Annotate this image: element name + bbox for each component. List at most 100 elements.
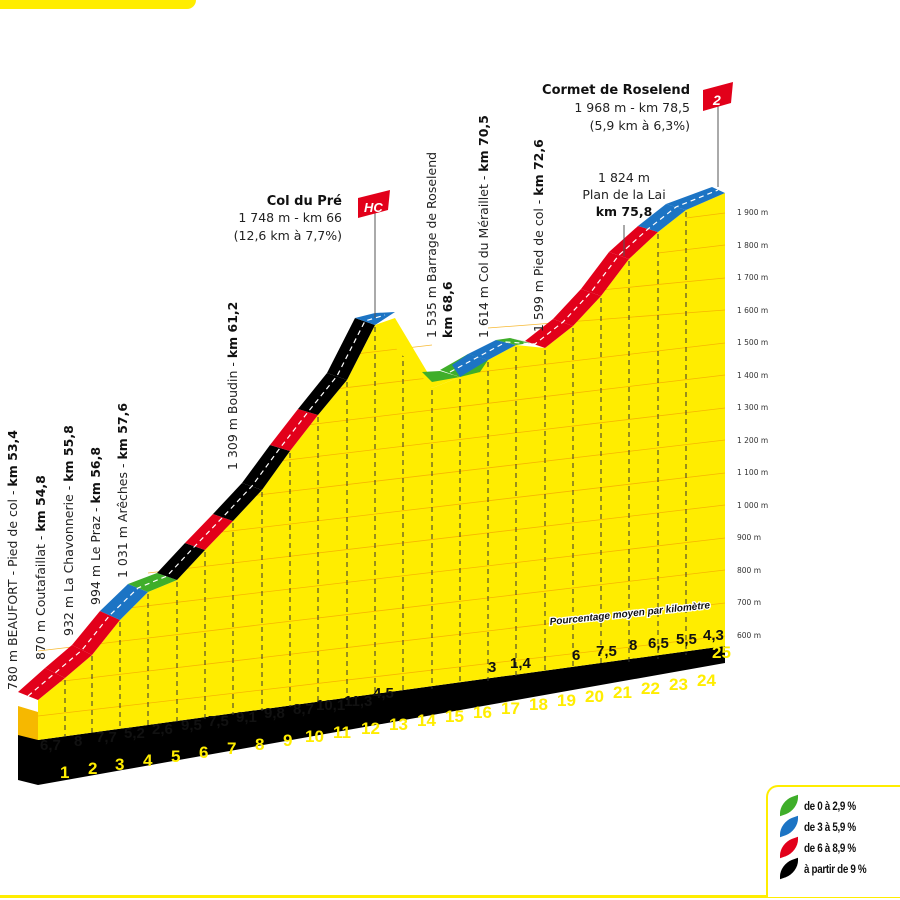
- km-marker: 1: [60, 763, 69, 782]
- legend-label: de 0 à 2,9 %: [804, 798, 856, 813]
- plan-de-la-lai-alt: 1 824 m: [598, 170, 650, 185]
- pct-value: 6: [572, 647, 580, 664]
- axis-label: 1 700 m: [737, 273, 768, 282]
- pct-value: 7,7: [96, 729, 117, 746]
- flag-hc-label: HC: [364, 200, 383, 215]
- pct-value: 11,3: [344, 693, 372, 710]
- km-marker: 7: [227, 739, 236, 758]
- pct-value: 3: [488, 659, 496, 676]
- pct-value: 8: [74, 733, 82, 750]
- pct-value: 5,2: [124, 725, 145, 742]
- axis-label: 1 600 m: [737, 306, 768, 315]
- summit-info-cormet: 1 968 m - km 78,5: [574, 100, 690, 115]
- legend-item: de 0 à 2,9 %: [780, 794, 900, 817]
- pct-value: 2,6: [152, 721, 173, 738]
- pct-value: 4,3: [703, 627, 724, 644]
- descent-gap: [375, 318, 460, 388]
- km-marker: 17: [501, 699, 520, 718]
- plan-de-la-lai-name: Plan de la Lai: [582, 187, 665, 202]
- legend-item: de 6 à 8,9 %: [780, 836, 900, 859]
- axis-label: 1 500 m: [737, 338, 768, 347]
- elevation-gridlines: [37, 212, 726, 717]
- flag-cat2-icon: [703, 82, 733, 111]
- axis-label: 1 200 m: [737, 436, 768, 445]
- pct-value: 8,7: [293, 701, 314, 718]
- axis-label: 1 800 m: [737, 241, 768, 250]
- pct-value: 9,1: [236, 709, 257, 726]
- axis-label: 800 m: [737, 566, 761, 575]
- pct-values: 6,7 8 7,7 5,2 2,6 9,5 7,5 9,1 9,8 8,7 10…: [40, 627, 724, 754]
- waypoint-pied-de-col-2: 1 599 m Pied de col - km 72,6: [531, 139, 546, 332]
- pct-value: 5,5: [676, 631, 697, 648]
- pct-value: 9,5: [181, 717, 202, 734]
- waypoint-barrage-roselend-km: km 68,6: [440, 281, 455, 338]
- axis-label: 700 m: [737, 598, 761, 607]
- waypoint-areches: 1 031 m Arêches - km 57,6: [115, 403, 130, 578]
- plan-de-la-lai-km: km 75,8: [596, 204, 653, 219]
- profile-base-black: [18, 646, 725, 785]
- axis-label: 1 000 m: [737, 501, 768, 510]
- summit-name-col-du-pre: Col du Pré: [267, 194, 342, 209]
- waypoint-le-praz: 994 m Le Praz - km 56,8: [88, 447, 103, 605]
- axis-label: 1 400 m: [737, 371, 768, 380]
- km-marker: 5: [171, 747, 180, 766]
- axis-label: 1 100 m: [737, 468, 768, 477]
- profile-fill: [38, 193, 725, 740]
- waypoint-chavonnerie: 932 m La Chavonnerie - km 55,8: [61, 425, 76, 636]
- km-marker: 12: [361, 719, 380, 738]
- pct-value: 7,5: [596, 643, 617, 660]
- waypoint-coutafaillat: 870 m Coutafaillat - km 54,8: [33, 475, 48, 660]
- flag-hc-icon: [358, 190, 390, 218]
- axis-label: 1 900 m: [737, 208, 768, 217]
- legend-item: de 3 à 5,9 %: [780, 815, 900, 838]
- waypoint-barrage-roselend: 1 535 m Barrage de Roselend: [424, 152, 439, 338]
- gradient-legend: de 0 à 2,9 % de 3 à 5,9 % de 6 à 8,9 % à…: [766, 785, 900, 897]
- km-marker: 19: [557, 691, 576, 710]
- km-marker: 16: [473, 703, 492, 722]
- km-marker: 15: [445, 707, 464, 726]
- km-marker: 9: [283, 731, 292, 750]
- km-marker: 8: [255, 735, 264, 754]
- waypoint-boudin: 1 309 m Boudin - km 61,2: [225, 302, 240, 470]
- descent-green-cap: [422, 371, 460, 382]
- axis-label: 1 300 m: [737, 403, 768, 412]
- summit-name-cormet: Cormet de Roselend: [542, 83, 690, 98]
- pct-value: 7,5: [208, 713, 229, 730]
- red-swatch-icon: [780, 836, 798, 859]
- km-dashed-lines: [64, 212, 687, 737]
- km-marker: 3: [115, 755, 124, 774]
- altitude-axis: 1 900 m 1 800 m 1 700 m 1 600 m 1 500 m …: [737, 208, 768, 640]
- blue-swatch-icon: [780, 815, 798, 838]
- km-marker: 2: [88, 759, 97, 778]
- summit-info-col-du-pre: 1 748 m - km 66: [238, 210, 342, 225]
- km-marker: 22: [641, 679, 660, 698]
- axis-label: 900 m: [737, 533, 761, 542]
- pct-value: 10,1: [316, 697, 345, 714]
- km-marker: 4: [143, 751, 153, 770]
- summit-grade-cormet: (5,9 km à 6,3%): [590, 118, 690, 133]
- km-marker: 14: [417, 711, 436, 730]
- km-marker: 21: [613, 683, 632, 702]
- km-marker: 20: [585, 687, 604, 706]
- summit-grade-col-du-pre: (12,6 km à 7,7%): [234, 228, 342, 243]
- km-marker: 13: [389, 715, 408, 734]
- legend-item: à partir de 9 %: [780, 857, 900, 880]
- waypoint-col-du-meraillet: 1 614 m Col du Méraillet - km 70,5: [476, 115, 491, 338]
- km-marker: 6: [199, 743, 208, 762]
- km-marker: 25: [712, 643, 731, 662]
- pct-value: 1,4: [510, 655, 532, 672]
- header-tab: [0, 0, 196, 9]
- flag-cat2-label: 2: [712, 92, 721, 108]
- pct-value: 6,5: [648, 635, 669, 652]
- pct-value: 6,7: [40, 737, 61, 754]
- km-marker: 11: [333, 723, 351, 742]
- km-marker: 10: [305, 727, 324, 746]
- legend-label: à partir de 9 %: [804, 861, 867, 876]
- waypoint-beaufort: 780 m BEAUFORT - Pied de col - km 53,4: [5, 430, 20, 690]
- pct-value: 9,8: [264, 705, 285, 722]
- pct-value: 4,5: [373, 685, 394, 702]
- km-markers: 1 2 3 4 5 6 7 8 9 10 11 12 13 14 15 16 1…: [60, 643, 731, 782]
- legend-label: de 3 à 5,9 %: [804, 819, 856, 834]
- black-swatch-icon: [780, 857, 798, 880]
